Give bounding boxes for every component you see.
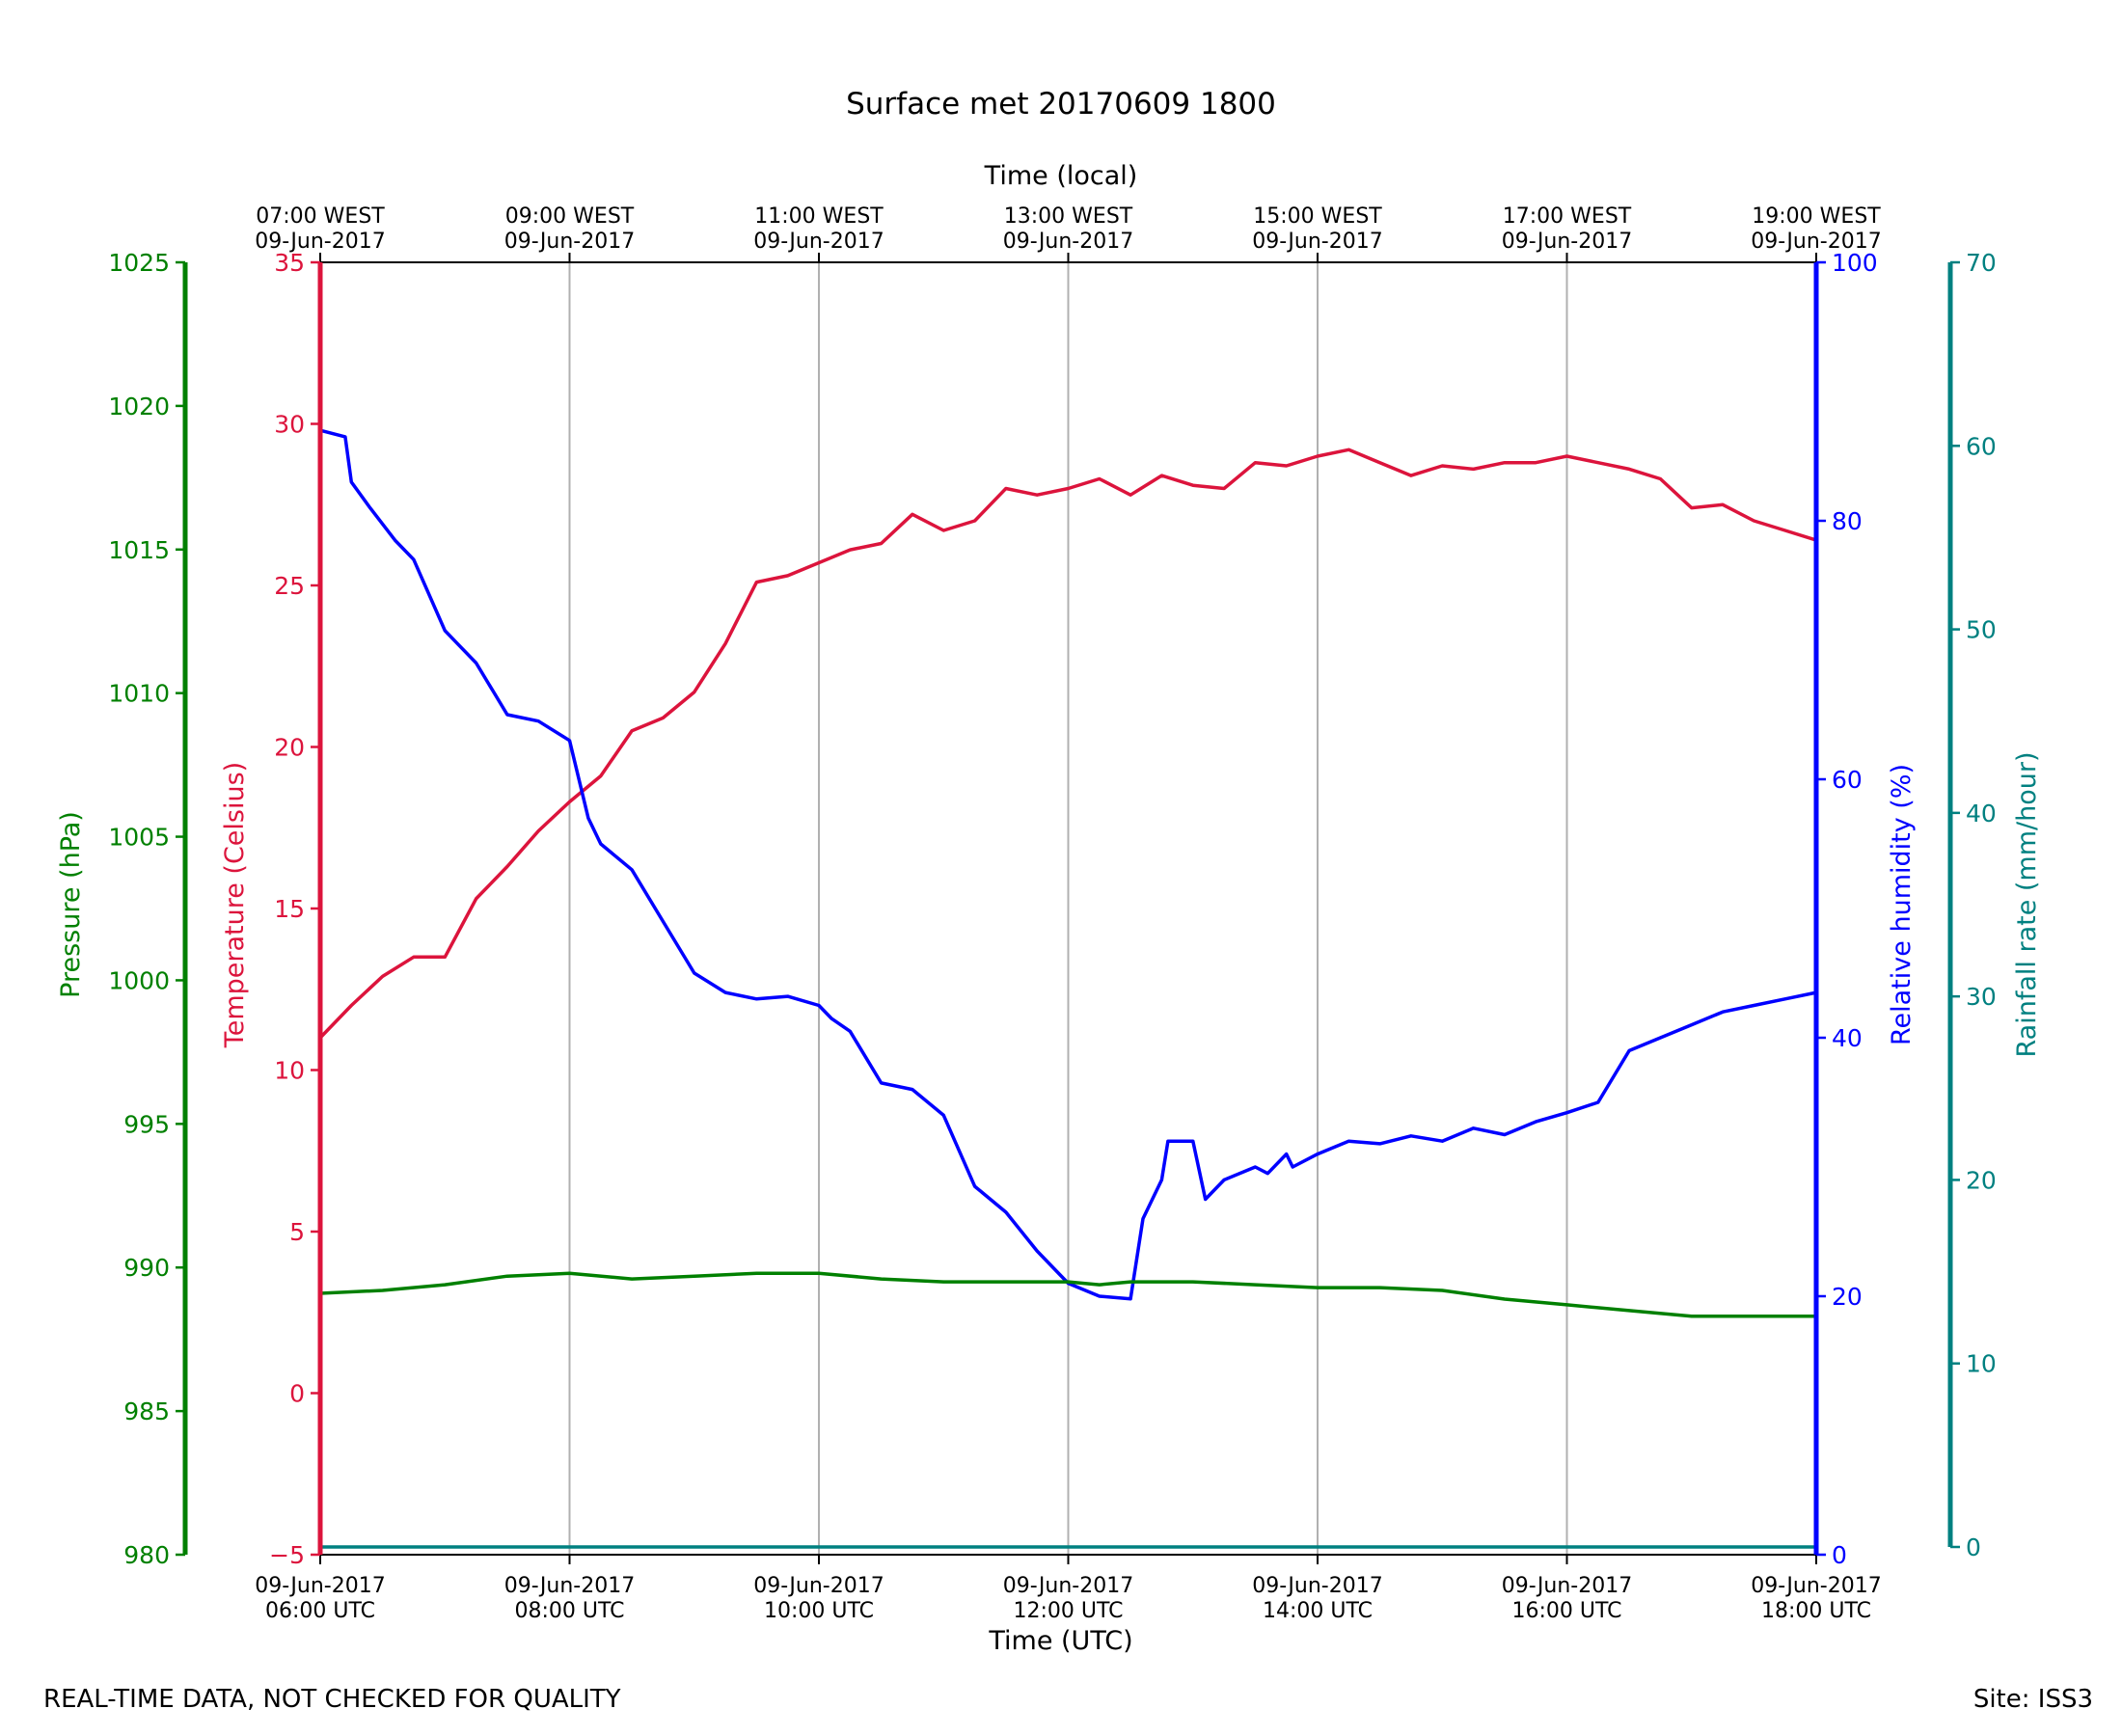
x-tick-label-bottom-date: 09-Jun-2017 (504, 1574, 635, 1598)
x-tick-label-bottom-time: 10:00 UTC (764, 1599, 874, 1623)
temperature-tick-label: 25 (274, 572, 305, 600)
x-tick-label-bottom-time: 16:00 UTC (1511, 1599, 1621, 1623)
pressure-tick-label: 1025 (108, 249, 170, 277)
x-tick-label-top-time: 13:00 WEST (1004, 204, 1133, 229)
humidity-tick-label: 20 (1832, 1283, 1863, 1311)
x-tick-label-top-time: 19:00 WEST (1752, 204, 1881, 229)
bottom-axis-label: Time (UTC) (988, 1626, 1132, 1656)
rainfall-axis-label: Rainfall rate (mm/hour) (2012, 752, 2042, 1058)
rainfall-tick-label: 50 (1966, 616, 1997, 644)
pressure-tick-label: 1005 (108, 824, 170, 852)
x-tick-label-bottom-time: 14:00 UTC (1263, 1599, 1373, 1623)
x-tick-label-top-date: 09-Jun-2017 (1751, 230, 1881, 254)
x-tick-label-bottom-date: 09-Jun-2017 (1751, 1574, 1881, 1598)
humidity-tick-label: 100 (1832, 249, 1878, 277)
x-tick-label-top-date: 09-Jun-2017 (1502, 230, 1632, 254)
pressure-tick-label: 985 (123, 1397, 170, 1425)
pressure-series-line (319, 1271, 1816, 1318)
x-tick-label-top-time: 17:00 WEST (1503, 204, 1632, 229)
x-tick-label-bottom-time: 12:00 UTC (1013, 1599, 1123, 1623)
humidity-tick-label: 60 (1832, 766, 1863, 794)
humidity-tick-label: 80 (1832, 507, 1863, 535)
x-tick-label-top-time: 09:00 WEST (505, 204, 635, 229)
x-tick-label-top-time: 11:00 WEST (754, 204, 884, 229)
temperature-axis-label: Temperature (Celsius) (220, 762, 250, 1048)
x-tick-label-bottom-date: 09-Jun-2017 (1502, 1574, 1632, 1598)
humidity-tick-label: 40 (1832, 1024, 1863, 1052)
pressure-tick-label: 1010 (108, 680, 170, 708)
series-layer (318, 428, 1817, 1549)
rainfall-tick-label: 20 (1966, 1166, 1997, 1194)
humidity-axis-label: Relative humidity (%) (1887, 764, 1917, 1045)
x-tick-label-top-date: 09-Jun-2017 (753, 230, 884, 254)
temperature-tick-label: 0 (289, 1380, 305, 1408)
x-tick-label-top-date: 09-Jun-2017 (1252, 230, 1382, 254)
quality-disclaimer: REAL-TIME DATA, NOT CHECKED FOR QUALITY (43, 1685, 621, 1714)
temperature-tick-label: 35 (274, 249, 305, 277)
pressure-tick-label: 1000 (108, 966, 170, 994)
x-tick-label-top-date: 09-Jun-2017 (504, 230, 635, 254)
site-label: Site: ISS3 (1972, 1685, 2093, 1714)
grid-layer (568, 262, 1568, 1555)
rainfall-tick-label: 70 (1966, 249, 1997, 277)
top-axis-label: Time (local) (984, 161, 1138, 191)
temperature-tick-label: −5 (269, 1541, 305, 1569)
temperature-tick-label: 20 (274, 734, 305, 762)
pressure-tick-label: 1020 (108, 393, 170, 420)
rainfall-tick-label: 0 (1966, 1533, 1981, 1561)
chart-title: Surface met 20170609 1800 (846, 87, 1276, 122)
humidity-tick-label: 0 (1832, 1541, 1847, 1569)
x-tick-label-top-date: 09-Jun-2017 (1003, 230, 1133, 254)
temperature-tick-label: 5 (289, 1218, 305, 1246)
temperature-tick-label: 15 (274, 895, 305, 923)
pressure-tick-label: 995 (123, 1110, 170, 1138)
rainfall-tick-label: 30 (1966, 983, 1997, 1011)
x-tick-label-bottom-date: 09-Jun-2017 (1252, 1574, 1382, 1598)
pressure-tick-label: 1015 (108, 536, 170, 564)
x-tick-label-top-time: 15:00 WEST (1253, 204, 1382, 229)
x-tick-label-bottom-time: 08:00 UTC (514, 1599, 624, 1623)
x-tick-label-top-time: 07:00 WEST (256, 204, 385, 229)
temperature-series-line (318, 448, 1817, 1040)
rainfall-tick-label: 40 (1966, 800, 1997, 827)
temperature-tick-label: 10 (274, 1057, 305, 1085)
pressure-axis-label: Pressure (hPa) (56, 811, 86, 998)
x-tick-label-bottom-date: 09-Jun-2017 (753, 1574, 884, 1598)
x-tick-label-top-date: 09-Jun-2017 (255, 230, 385, 254)
rainfall-tick-label: 10 (1966, 1350, 1997, 1378)
x-tick-label-bottom-time: 18:00 UTC (1761, 1599, 1871, 1623)
x-tick-label-bottom-date: 09-Jun-2017 (255, 1574, 385, 1598)
rainfall-tick-label: 60 (1966, 432, 1997, 460)
x-tick-label-bottom-date: 09-Jun-2017 (1003, 1574, 1133, 1598)
pressure-tick-label: 990 (123, 1254, 170, 1282)
pressure-tick-label: 980 (123, 1541, 170, 1569)
x-tick-label-bottom-time: 06:00 UTC (265, 1599, 375, 1623)
temperature-tick-label: 30 (274, 411, 305, 439)
